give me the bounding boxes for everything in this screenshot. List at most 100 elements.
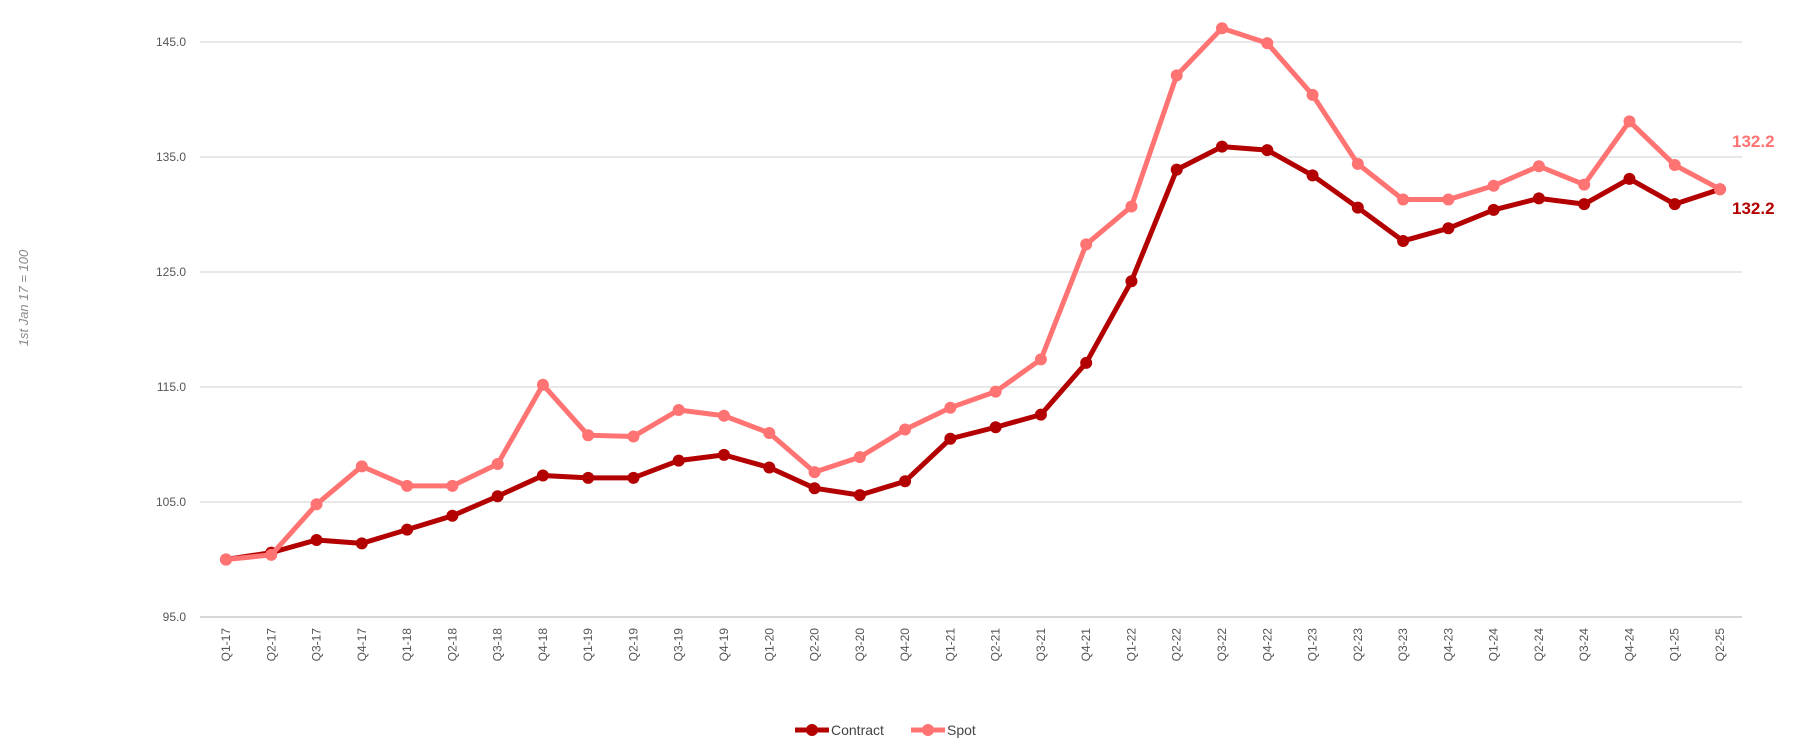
data-point[interactable] xyxy=(1532,192,1545,205)
data-point[interactable] xyxy=(989,421,1002,434)
data-point[interactable] xyxy=(1668,198,1681,211)
data-point[interactable] xyxy=(627,430,640,443)
x-tick-label: Q4-22 xyxy=(1260,628,1274,662)
data-point[interactable] xyxy=(536,378,549,391)
data-point[interactable] xyxy=(1080,238,1093,251)
x-tick-label: Q3-24 xyxy=(1577,628,1591,662)
x-tick-label: Q2-22 xyxy=(1170,628,1184,662)
data-point[interactable] xyxy=(1578,198,1591,211)
data-point[interactable] xyxy=(1442,222,1455,235)
data-point[interactable] xyxy=(1351,157,1364,170)
data-point[interactable] xyxy=(1306,169,1319,182)
data-point[interactable] xyxy=(1578,178,1591,191)
x-tick-label: Q2-24 xyxy=(1532,628,1546,662)
data-point[interactable] xyxy=(1261,37,1274,50)
x-tick-label: Q4-19 xyxy=(717,628,731,662)
data-point[interactable] xyxy=(220,553,232,566)
x-tick-label: Q1-22 xyxy=(1124,628,1138,662)
data-point[interactable] xyxy=(1623,115,1636,128)
data-point[interactable] xyxy=(491,490,504,503)
data-point[interactable] xyxy=(1216,22,1228,35)
y-axis-ticks: 95.0 105.0 115.0 125.0 135.0 145.0 xyxy=(156,35,186,624)
data-point[interactable] xyxy=(808,466,821,479)
data-point[interactable] xyxy=(1487,179,1500,192)
data-point[interactable] xyxy=(582,471,595,484)
data-point[interactable] xyxy=(265,548,278,561)
data-point[interactable] xyxy=(718,448,730,461)
data-point[interactable] xyxy=(899,423,912,436)
data-point[interactable] xyxy=(1532,160,1545,173)
data-point[interactable] xyxy=(1306,88,1319,101)
data-point[interactable] xyxy=(1216,140,1228,153)
x-tick-label: Q2-21 xyxy=(989,628,1003,662)
x-tick-label: Q2-17 xyxy=(264,628,278,662)
data-point[interactable] xyxy=(491,458,504,471)
x-tick-label: Q1-20 xyxy=(762,628,776,662)
x-tick-label: Q2-19 xyxy=(626,628,640,662)
data-point[interactable] xyxy=(310,498,323,511)
x-tick-label: Q1-17 xyxy=(219,628,233,662)
y-tick-label: 135.0 xyxy=(156,150,186,164)
data-point[interactable] xyxy=(1351,201,1364,214)
x-tick-label: Q1-18 xyxy=(400,628,414,662)
data-point[interactable] xyxy=(446,479,459,492)
x-tick-label: Q4-20 xyxy=(898,628,912,662)
data-point[interactable] xyxy=(1714,183,1726,196)
legend-item-spot[interactable]: Spot xyxy=(911,722,976,738)
data-point[interactable] xyxy=(536,469,549,482)
data-point[interactable] xyxy=(582,429,595,442)
data-point[interactable] xyxy=(1170,163,1183,176)
data-point[interactable] xyxy=(944,432,957,445)
data-point[interactable] xyxy=(355,537,368,550)
data-point[interactable] xyxy=(853,489,866,502)
x-tick-label: Q3-22 xyxy=(1215,628,1229,662)
y-tick-label: 125.0 xyxy=(156,265,186,279)
legend-label: Contract xyxy=(831,722,884,738)
x-tick-label: Q3-23 xyxy=(1396,628,1410,662)
data-point[interactable] xyxy=(944,401,957,414)
x-tick-label: Q2-23 xyxy=(1351,628,1365,662)
data-point[interactable] xyxy=(401,523,414,536)
legend-item-contract[interactable]: Contract xyxy=(795,722,884,738)
data-point[interactable] xyxy=(1487,203,1500,216)
data-point[interactable] xyxy=(1034,353,1047,366)
spot-end-label: 132.2 xyxy=(1732,132,1775,151)
data-point[interactable] xyxy=(672,454,685,467)
data-point[interactable] xyxy=(989,385,1002,398)
data-point[interactable] xyxy=(672,404,685,416)
legend[interactable]: Contract Spot xyxy=(795,722,976,738)
data-point[interactable] xyxy=(1397,193,1410,206)
x-tick-label: Q3-21 xyxy=(1034,628,1048,662)
data-point[interactable] xyxy=(1170,69,1183,82)
data-point[interactable] xyxy=(1125,275,1138,288)
y-tick-label: 95.0 xyxy=(163,610,187,624)
data-point[interactable] xyxy=(1125,200,1138,213)
x-tick-label: Q1-25 xyxy=(1668,628,1682,662)
data-point[interactable] xyxy=(446,509,459,522)
x-tick-label: Q1-19 xyxy=(581,628,595,662)
data-point[interactable] xyxy=(627,471,640,484)
data-point[interactable] xyxy=(1080,356,1093,369)
data-point[interactable] xyxy=(310,533,323,546)
data-point[interactable] xyxy=(808,482,821,495)
data-point[interactable] xyxy=(1261,144,1274,157)
x-tick-label: Q2-25 xyxy=(1713,628,1727,662)
data-point[interactable] xyxy=(355,460,368,473)
series-contract xyxy=(220,140,1726,566)
data-point[interactable] xyxy=(1034,408,1047,421)
x-tick-label: Q4-18 xyxy=(536,628,550,662)
x-tick-label: Q3-18 xyxy=(491,628,505,662)
data-point[interactable] xyxy=(899,475,912,488)
contract-end-label: 132.2 xyxy=(1732,199,1775,218)
data-point[interactable] xyxy=(718,409,730,422)
series-spot xyxy=(220,22,1726,566)
data-point[interactable] xyxy=(1668,159,1681,172)
data-point[interactable] xyxy=(401,479,414,492)
data-point[interactable] xyxy=(1442,193,1455,206)
data-point[interactable] xyxy=(853,451,866,464)
data-point[interactable] xyxy=(1623,172,1636,185)
data-point[interactable] xyxy=(1397,234,1410,247)
data-point[interactable] xyxy=(763,427,776,439)
data-point[interactable] xyxy=(763,461,776,474)
